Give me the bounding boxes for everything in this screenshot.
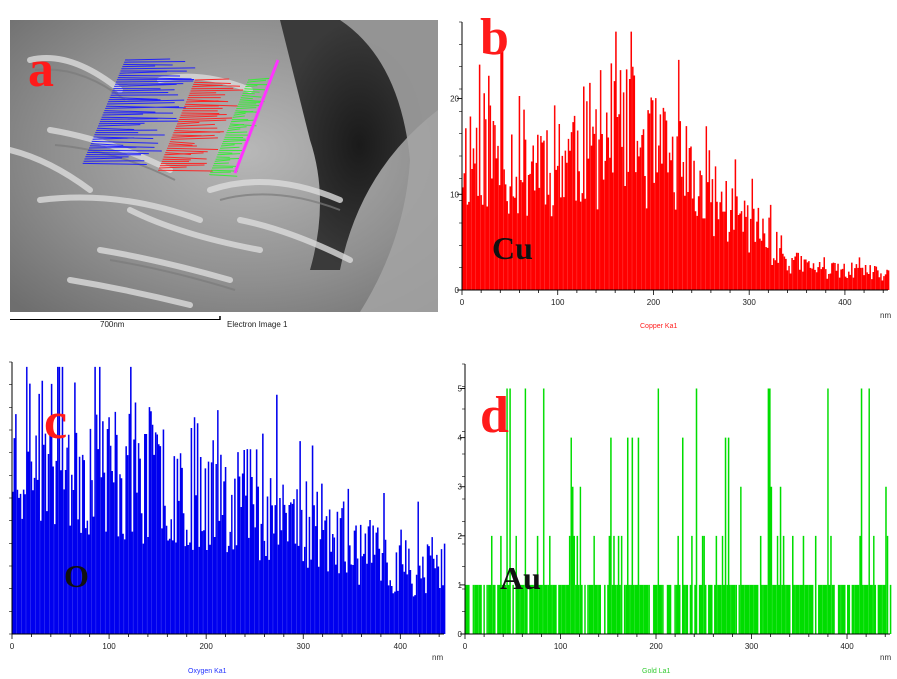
au-element-label: Au — [500, 560, 541, 596]
b-x-tick-label: 400 — [838, 298, 852, 307]
d-x-tick-label: 200 — [649, 642, 663, 651]
b-y-tick-label: 10 — [450, 190, 459, 199]
c-bars — [11, 366, 446, 634]
b-x-tick-label: 100 — [551, 298, 565, 307]
sem-image — [10, 20, 438, 320]
overlay-trace — [82, 58, 196, 165]
o-linescan-panel: 0 100 200 300 400 c O Oxygen Ka1 nm — [0, 350, 450, 679]
b-x-tick-label: 0 — [460, 298, 465, 307]
d-y-tick-label: 1 — [458, 581, 463, 590]
c-axes: 0 100 200 300 400 — [9, 361, 444, 651]
d-y-tick-label: 0 — [458, 630, 463, 639]
o-x-unit: nm — [432, 653, 444, 662]
cu-linescan-panel: 0 100 200 300 400 0 10 20 b Cu Copper Ka1 nm — [440, 10, 895, 340]
d-axes: 0 100 200 300 400 0 1 2 3 4 5 — [458, 363, 890, 651]
au-x-unit: nm — [880, 653, 892, 662]
d-y-tick-label: 2 — [458, 532, 463, 541]
cu-element-label: Cu — [492, 230, 533, 266]
au-linescan-panel: 0 100 200 300 400 0 1 2 3 4 5 d Au Gold La1 nm — [450, 350, 897, 679]
sem-image-panel: a — [10, 20, 438, 320]
b-x-tick-label: 200 — [647, 298, 661, 307]
b-y-tick-label: 0 — [455, 286, 460, 295]
o-x-axis-title: Oxygen Ka1 — [188, 668, 227, 675]
overlay-trace — [158, 78, 244, 172]
o-linescan-chart: 0 100 200 300 400 — [9, 361, 446, 651]
d-y-tick-label: 5 — [458, 385, 463, 394]
c-x-tick-label: 200 — [199, 642, 213, 651]
au-linescan-chart: 0 100 200 300 400 0 1 2 3 4 5 — [458, 363, 892, 651]
b-axes: 0 100 200 300 400 0 10 20 — [450, 21, 888, 307]
panel-c-letter: c — [44, 393, 68, 450]
b-y-tick-label: 20 — [450, 95, 459, 104]
panel-a-letter: a — [28, 41, 54, 98]
scan-line — [233, 59, 280, 174]
cu-x-unit: nm — [880, 311, 892, 320]
d-x-tick-label: 100 — [554, 642, 568, 651]
c-x-tick-label: 100 — [102, 642, 116, 651]
c-intensity-fill — [12, 366, 446, 634]
b-intensity-fill — [462, 31, 890, 290]
d-y-tick-label: 4 — [458, 434, 463, 443]
d-bars — [464, 388, 892, 634]
o-element-label: O — [64, 558, 89, 594]
image-caption: Electron Image 1 — [227, 320, 288, 329]
panel-d-letter: d — [480, 387, 509, 444]
c-x-tick-label: 400 — [394, 642, 408, 651]
cu-x-axis-title: Copper Ka1 — [640, 323, 678, 330]
au-x-axis-title: Gold La1 — [642, 668, 671, 675]
linescan-overlay — [82, 58, 271, 177]
c-x-tick-label: 300 — [297, 642, 311, 651]
scale-bar-label: 700nm — [100, 320, 125, 329]
d-x-tick-label: 300 — [745, 642, 759, 651]
c-x-tick-label: 0 — [10, 642, 15, 651]
overlay-trace — [209, 77, 271, 177]
d-x-tick-label: 400 — [840, 642, 854, 651]
d-y-tick-label: 3 — [458, 483, 463, 492]
cu-linescan-chart: 0 100 200 300 400 0 10 20 — [450, 21, 890, 307]
d-x-tick-label: 0 — [463, 642, 468, 651]
panel-b-letter: b — [480, 9, 509, 66]
b-x-tick-label: 300 — [743, 298, 757, 307]
d-intensity-fill — [465, 388, 892, 634]
